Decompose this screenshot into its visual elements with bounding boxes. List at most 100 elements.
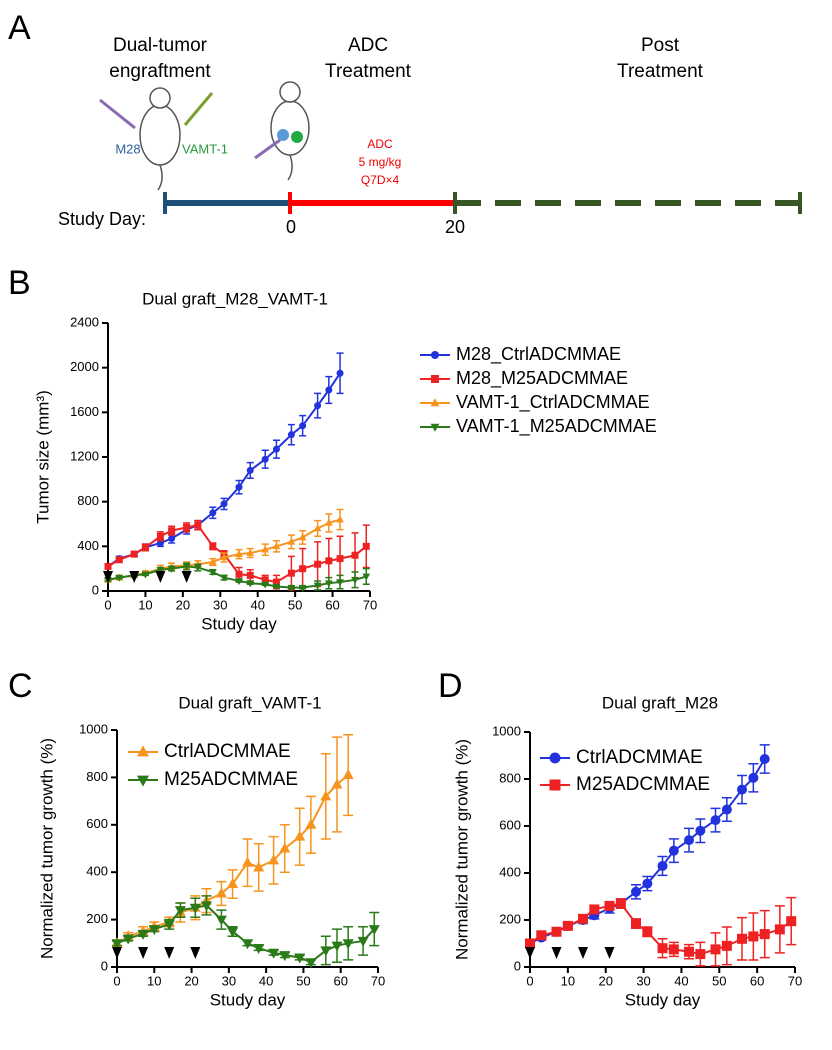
data-point bbox=[242, 856, 253, 867]
phase-title: Treatment bbox=[325, 61, 412, 82]
data-point bbox=[774, 924, 785, 935]
data-point bbox=[631, 886, 641, 897]
data-point bbox=[642, 878, 653, 889]
legend-label: M28_M25ADCMMAE bbox=[456, 368, 628, 389]
legend-label: M28_CtrlADCMMAE bbox=[456, 344, 621, 365]
tumor-icon bbox=[277, 129, 289, 141]
timeline-label: Study Day: bbox=[58, 209, 146, 229]
data-point bbox=[227, 927, 239, 938]
data-point bbox=[168, 535, 176, 543]
data-point bbox=[657, 943, 668, 954]
data-point bbox=[631, 918, 641, 929]
legend-label: CtrlADCMMAE bbox=[576, 747, 703, 768]
data-point bbox=[589, 904, 600, 915]
tumor-label: VAMT-1 bbox=[182, 141, 228, 156]
data-point bbox=[294, 830, 306, 841]
data-point bbox=[261, 581, 270, 589]
dosing-label: 5 mg/kg bbox=[359, 155, 402, 169]
data-point bbox=[748, 931, 759, 942]
data-point bbox=[220, 574, 228, 582]
chart-panel: D Dual graft_M28 Normalized tumor growth (… bbox=[438, 667, 802, 1010]
data-point bbox=[336, 369, 344, 377]
phase-title: Treatment bbox=[617, 61, 704, 82]
data-point bbox=[287, 569, 295, 577]
y-axis-label: Tumor size (mm³) bbox=[33, 390, 52, 523]
x-tick-label: 40 bbox=[259, 973, 273, 988]
dose-marker bbox=[103, 571, 113, 583]
data-point bbox=[104, 562, 112, 570]
data-point bbox=[208, 557, 217, 565]
legend-marker bbox=[431, 375, 439, 383]
data-point bbox=[268, 854, 280, 865]
data-point bbox=[215, 887, 227, 898]
chart-panel: B Dual graft_M28_VAMT-1 Tumor size (mm³) St… bbox=[8, 264, 657, 634]
data-point bbox=[242, 939, 253, 950]
data-point bbox=[351, 551, 359, 559]
x-tick-label: 70 bbox=[363, 597, 377, 612]
data-point bbox=[759, 929, 770, 940]
data-point bbox=[272, 578, 280, 586]
data-point bbox=[294, 953, 306, 964]
data-point bbox=[115, 556, 123, 564]
y-tick-label: 400 bbox=[77, 538, 99, 553]
data-point bbox=[604, 900, 615, 911]
data-point bbox=[189, 903, 201, 914]
x-axis-label: Study day bbox=[201, 614, 277, 633]
data-point bbox=[325, 557, 333, 565]
panel-label: D bbox=[438, 667, 463, 705]
data-point bbox=[313, 524, 322, 532]
dose-marker bbox=[164, 947, 175, 959]
data-point bbox=[272, 542, 281, 550]
data-point bbox=[167, 565, 176, 573]
data-point bbox=[737, 933, 747, 944]
dose-marker bbox=[155, 571, 166, 583]
mouse-icon bbox=[99, 81, 310, 191]
phase-title: ADC bbox=[348, 35, 388, 56]
legend-marker bbox=[549, 779, 561, 791]
data-point bbox=[578, 913, 588, 924]
x-tick-label: 50 bbox=[712, 973, 726, 988]
data-point bbox=[279, 842, 291, 853]
data-point bbox=[156, 566, 165, 574]
data-point bbox=[287, 584, 296, 592]
data-point bbox=[272, 583, 281, 591]
data-point bbox=[737, 784, 747, 795]
data-point bbox=[657, 860, 668, 871]
dose-marker bbox=[190, 947, 201, 959]
dose-marker bbox=[129, 571, 140, 583]
x-tick-label: 10 bbox=[561, 973, 575, 988]
data-point bbox=[324, 518, 333, 526]
panel-a: A Dual-tumor engraftment ADC Treatment P… bbox=[8, 9, 802, 237]
data-point bbox=[141, 543, 149, 551]
dosing-label: Q7D×4 bbox=[361, 173, 400, 187]
y-tick-label: 1000 bbox=[492, 723, 521, 738]
data-point bbox=[111, 939, 123, 950]
y-tick-label: 2000 bbox=[70, 359, 99, 374]
x-tick-label: 20 bbox=[184, 973, 198, 988]
data-point bbox=[137, 929, 149, 940]
data-point bbox=[174, 906, 186, 917]
data-point bbox=[299, 565, 307, 573]
data-point bbox=[336, 515, 344, 523]
data-point bbox=[320, 790, 332, 801]
x-tick-label: 50 bbox=[288, 597, 302, 612]
x-tick-label: 0 bbox=[113, 973, 120, 988]
x-tick-label: 60 bbox=[750, 973, 764, 988]
data-point bbox=[721, 940, 732, 951]
y-tick-label: 1200 bbox=[70, 448, 99, 463]
data-point bbox=[320, 946, 332, 957]
data-point bbox=[182, 563, 191, 571]
data-point bbox=[268, 948, 280, 959]
phase-title: engraftment bbox=[109, 61, 211, 82]
data-point bbox=[122, 934, 134, 945]
data-point bbox=[220, 500, 228, 508]
y-tick-label: 0 bbox=[514, 958, 521, 973]
y-tick-label: 1600 bbox=[70, 404, 99, 419]
tumor-label: M28 bbox=[115, 141, 140, 156]
timeline-day: 20 bbox=[445, 217, 465, 237]
chart-title: Dual graft_M28_VAMT-1 bbox=[142, 289, 328, 308]
data-point bbox=[668, 845, 679, 856]
data-point bbox=[200, 901, 212, 912]
data-point bbox=[615, 898, 626, 909]
